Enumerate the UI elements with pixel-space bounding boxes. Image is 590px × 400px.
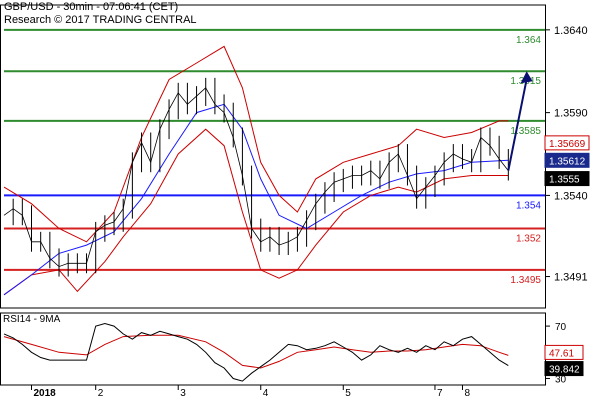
price-tag-box — [544, 135, 590, 151]
y-tick-label: 1.3540 — [554, 190, 588, 202]
x-tick-label: 8 — [464, 388, 470, 399]
rsi-tag-label: 47.61 — [549, 348, 574, 359]
rsi-tag-box — [544, 361, 584, 377]
forecast-arrow-head — [520, 71, 533, 84]
price-tag-box — [544, 171, 590, 187]
y-tick-label: 1.3640 — [554, 25, 588, 37]
moving-average-line — [3, 103, 509, 296]
bollinger-lower-line — [3, 128, 509, 296]
rsi-ma-line — [3, 334, 509, 369]
level-label: 1.3585 — [510, 126, 541, 137]
level-label: 1.364 — [516, 35, 541, 46]
rsi-line — [3, 322, 509, 382]
x-tick-label: 4 — [263, 388, 269, 399]
rsi-tag-box — [544, 344, 584, 360]
level-label: 1.354 — [516, 200, 541, 211]
price-tag-label: 1.35612 — [549, 156, 586, 167]
x-tick-label: 2018 — [34, 388, 57, 399]
price-panel-frame — [0, 4, 546, 309]
price-close-line — [3, 87, 509, 268]
symbol-title: GBP/USD - 30min - 07:06:41 (CET) — [4, 1, 179, 13]
rsi-tag-label: 39.842 — [549, 365, 580, 376]
rsi-y-tick-label: 30 — [555, 374, 567, 385]
price-tag-label: 1.3555 — [549, 175, 580, 186]
x-tick-label: 2 — [98, 388, 104, 399]
rsi-title: RSI14 - 9MA — [3, 314, 61, 325]
x-tick-label: 7 — [437, 388, 443, 399]
y-tick-label: 1.3491 — [554, 272, 588, 284]
x-tick-label: 3 — [180, 388, 186, 399]
y-tick-label: 1.3590 — [554, 108, 588, 120]
research-credit: Research © 2017 TRADING CENTRAL — [4, 14, 197, 26]
level-label: 1.3495 — [510, 275, 541, 286]
bollinger-upper-line — [3, 45, 509, 243]
price-tag-label: 1.35669 — [549, 139, 586, 150]
forecast-arrow-shaft — [507, 79, 528, 171]
price-tag-box — [544, 152, 590, 168]
rsi-panel-frame — [0, 312, 546, 386]
level-label: 1.352 — [516, 234, 541, 245]
x-tick-label: 5 — [345, 388, 351, 399]
rsi-y-tick-label: 70 — [555, 322, 567, 333]
